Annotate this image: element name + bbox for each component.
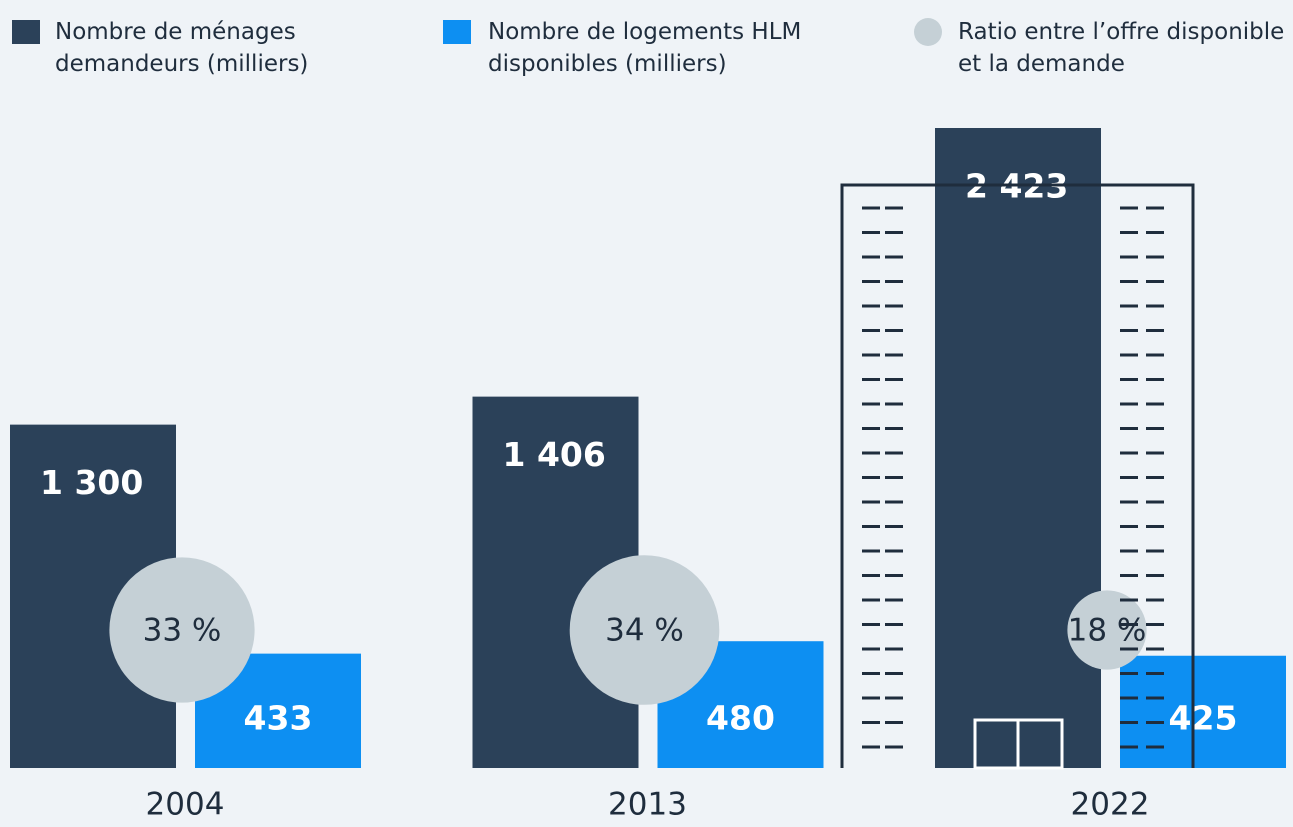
value-label: 425 [1169,699,1238,738]
legend-marker [443,20,471,44]
value-label: 1 406 [503,435,606,474]
legend-label: Nombre de logements HLM disponibles (mil… [488,16,848,80]
ratio-label: 33 % [143,613,222,649]
chart: 1 30043333 %20041 40648034 %20132 423425… [0,0,1293,827]
legend-label: Ratio entre l’offre disponible et la dem… [958,16,1293,80]
ratio-label: 34 % [605,613,684,649]
value-label: 1 300 [40,463,143,502]
legend-marker [914,18,942,46]
x-tick-label: 2013 [608,787,687,823]
bar [935,128,1101,768]
ratio-label: 18 % [1068,613,1147,649]
value-label: 433 [244,699,313,738]
legend-marker [12,20,40,44]
x-tick-label: 2004 [146,787,225,823]
legend-label: Nombre de ménages demandeurs (milliers) [55,16,375,80]
x-tick-label: 2022 [1071,787,1150,823]
value-label: 480 [706,699,775,738]
chart-canvas: 1 30043333 %20041 40648034 %20132 423425… [0,0,1293,827]
